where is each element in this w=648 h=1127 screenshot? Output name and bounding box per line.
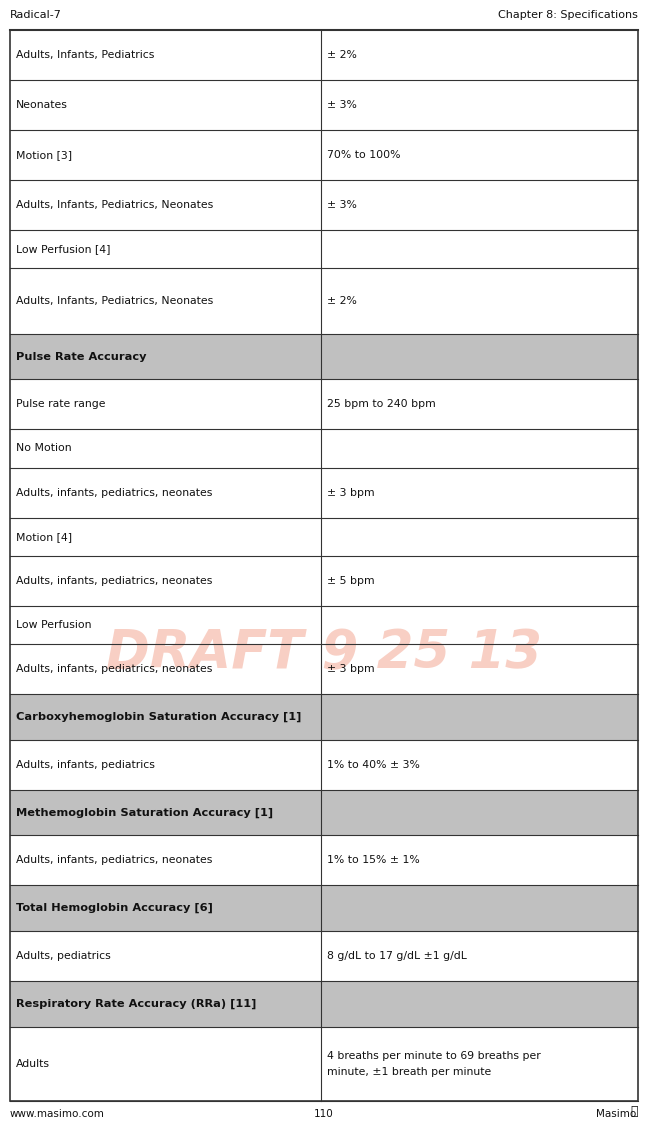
Text: 1% to 40% ± 3%: 1% to 40% ± 3% bbox=[327, 760, 420, 770]
Text: Respiratory Rate Accuracy (RRa) [11]: Respiratory Rate Accuracy (RRa) [11] bbox=[16, 999, 257, 1010]
Bar bbox=[10, 30, 638, 80]
Text: 110: 110 bbox=[314, 1109, 334, 1119]
Text: Ⓜ: Ⓜ bbox=[631, 1104, 638, 1118]
Text: ± 5 bpm: ± 5 bpm bbox=[327, 576, 375, 586]
Text: ± 3 bpm: ± 3 bpm bbox=[327, 488, 375, 498]
Text: Total Hemoglobin Accuracy [6]: Total Hemoglobin Accuracy [6] bbox=[16, 903, 213, 914]
Bar bbox=[10, 1027, 638, 1101]
Bar bbox=[10, 230, 638, 268]
Text: www.masimo.com: www.masimo.com bbox=[10, 1109, 105, 1119]
Text: Motion [3]: Motion [3] bbox=[16, 150, 72, 160]
Text: Low Perfusion: Low Perfusion bbox=[16, 620, 91, 630]
Bar bbox=[10, 931, 638, 982]
Text: Adults, infants, pediatrics, neonates: Adults, infants, pediatrics, neonates bbox=[16, 576, 213, 586]
Text: Adults: Adults bbox=[16, 1059, 50, 1070]
Text: Radical-7: Radical-7 bbox=[10, 10, 62, 20]
Text: Adults, infants, pediatrics, neonates: Adults, infants, pediatrics, neonates bbox=[16, 855, 213, 866]
Bar bbox=[10, 835, 638, 886]
Text: Methemoglobin Saturation Accuracy [1]: Methemoglobin Saturation Accuracy [1] bbox=[16, 807, 273, 818]
Text: Motion [4]: Motion [4] bbox=[16, 532, 72, 542]
Text: ± 3%: ± 3% bbox=[327, 100, 357, 110]
Bar bbox=[10, 180, 638, 230]
Text: Masimo: Masimo bbox=[596, 1109, 636, 1119]
Text: Pulse Rate Accuracy: Pulse Rate Accuracy bbox=[16, 352, 146, 362]
Bar bbox=[10, 556, 638, 606]
Text: Low Perfusion [4]: Low Perfusion [4] bbox=[16, 245, 111, 255]
Text: ± 2%: ± 2% bbox=[327, 296, 357, 307]
Text: 1% to 15% ± 1%: 1% to 15% ± 1% bbox=[327, 855, 420, 866]
Text: Adults, Infants, Pediatrics, Neonates: Adults, Infants, Pediatrics, Neonates bbox=[16, 201, 213, 211]
Bar bbox=[10, 982, 638, 1027]
Text: Adults, infants, pediatrics: Adults, infants, pediatrics bbox=[16, 760, 155, 770]
Text: Adults, pediatrics: Adults, pediatrics bbox=[16, 951, 111, 961]
Bar bbox=[10, 886, 638, 931]
Bar bbox=[10, 130, 638, 180]
Text: Pulse rate range: Pulse rate range bbox=[16, 399, 106, 409]
Text: Adults, Infants, Pediatrics: Adults, Infants, Pediatrics bbox=[16, 50, 154, 60]
Text: Chapter 8: Specifications: Chapter 8: Specifications bbox=[498, 10, 638, 20]
Text: Adults, infants, pediatrics, neonates: Adults, infants, pediatrics, neonates bbox=[16, 664, 213, 674]
Text: Carboxyhemoglobin Saturation Accuracy [1]: Carboxyhemoglobin Saturation Accuracy [1… bbox=[16, 711, 301, 722]
Bar bbox=[10, 334, 638, 380]
Bar bbox=[10, 644, 638, 694]
Text: ± 3 bpm: ± 3 bpm bbox=[327, 664, 375, 674]
Text: ± 3%: ± 3% bbox=[327, 201, 357, 211]
Bar bbox=[10, 380, 638, 429]
Text: 70% to 100%: 70% to 100% bbox=[327, 150, 400, 160]
Text: 25 bpm to 240 bpm: 25 bpm to 240 bpm bbox=[327, 399, 435, 409]
Bar bbox=[10, 694, 638, 739]
Bar bbox=[10, 80, 638, 130]
Text: ± 2%: ± 2% bbox=[327, 50, 357, 60]
Bar bbox=[10, 517, 638, 556]
Bar bbox=[10, 606, 638, 644]
Bar bbox=[10, 268, 638, 334]
Bar bbox=[10, 429, 638, 468]
Text: DRAFT 9 25 13: DRAFT 9 25 13 bbox=[106, 628, 542, 680]
Bar bbox=[10, 739, 638, 790]
Text: minute, ±1 breath per minute: minute, ±1 breath per minute bbox=[327, 1066, 491, 1076]
Bar bbox=[10, 468, 638, 517]
Text: Neonates: Neonates bbox=[16, 100, 68, 110]
Text: No Motion: No Motion bbox=[16, 444, 72, 453]
Text: Adults, Infants, Pediatrics, Neonates: Adults, Infants, Pediatrics, Neonates bbox=[16, 296, 213, 307]
Text: 8 g/dL to 17 g/dL ±1 g/dL: 8 g/dL to 17 g/dL ±1 g/dL bbox=[327, 951, 467, 961]
Text: Adults, infants, pediatrics, neonates: Adults, infants, pediatrics, neonates bbox=[16, 488, 213, 498]
Bar bbox=[10, 790, 638, 835]
Text: 4 breaths per minute to 69 breaths per: 4 breaths per minute to 69 breaths per bbox=[327, 1051, 540, 1062]
